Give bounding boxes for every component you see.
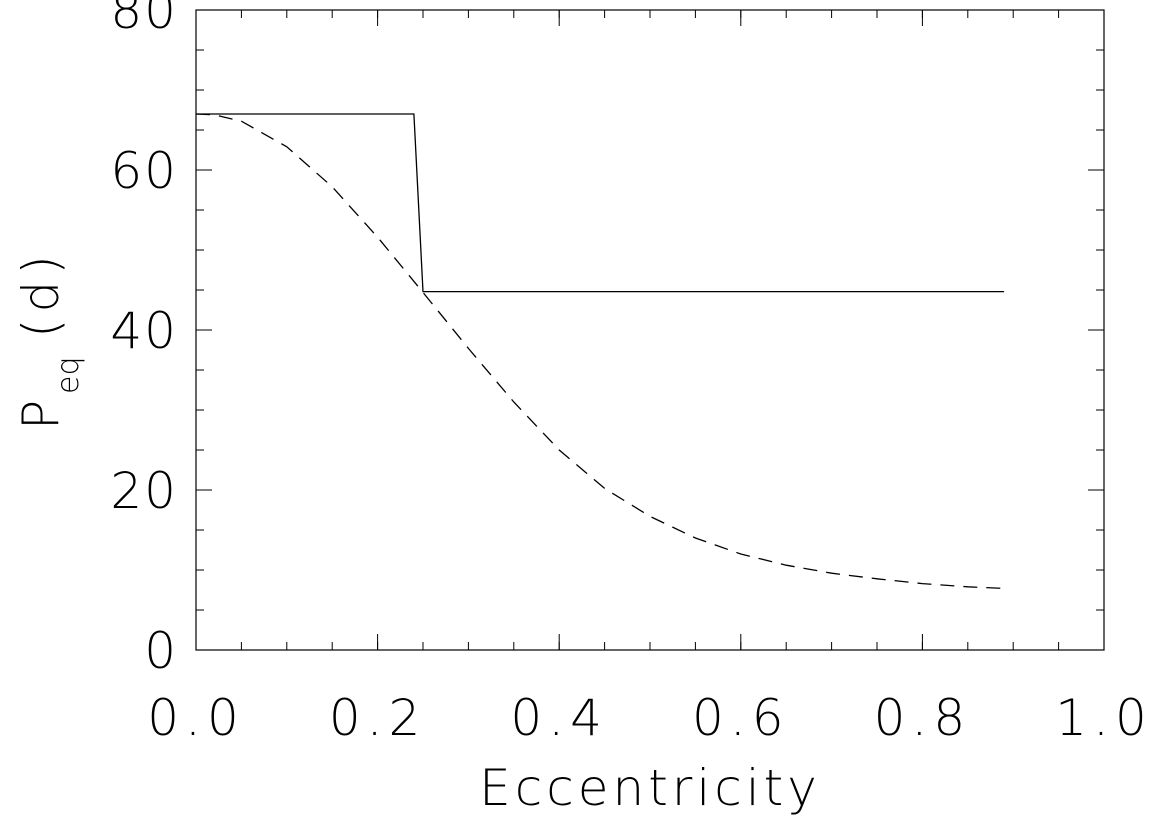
x-tick-label: 0.4 <box>510 689 608 747</box>
tick-labels: 0.0 0.2 0.4 0.6 0.8 1.0 0 20 40 60 80 <box>110 0 1153 747</box>
y-tick-label: 20 <box>110 462 178 520</box>
y-axis-title-subscript: eq <box>51 357 86 395</box>
x-tick-label: 0.8 <box>874 689 972 747</box>
x-axis-title: Eccentricity <box>479 759 821 817</box>
minor-ticks <box>195 9 1105 651</box>
major-ticks <box>195 9 1105 651</box>
plot-frame <box>195 9 1105 651</box>
dashed-series-line <box>195 113 1005 590</box>
y-tick-label: 40 <box>110 302 178 360</box>
y-tick-label: 0 <box>144 622 178 680</box>
x-tick-label: 1.0 <box>1055 689 1153 747</box>
y-tick-label: 60 <box>110 142 178 200</box>
plot-border <box>195 9 1105 651</box>
x-tick-label: 0.0 <box>147 689 245 747</box>
y-axis-title: P eq (d) <box>12 249 86 430</box>
x-tick-label: 0.2 <box>329 689 427 747</box>
y-tick-label: 80 <box>110 0 178 40</box>
solid-series-line <box>196 113 1005 293</box>
series-layer <box>195 113 1005 590</box>
y-axis-title-unit: (d) <box>12 249 70 338</box>
y-axis-title-main: P <box>12 400 70 430</box>
x-tick-label: 0.6 <box>692 689 790 747</box>
